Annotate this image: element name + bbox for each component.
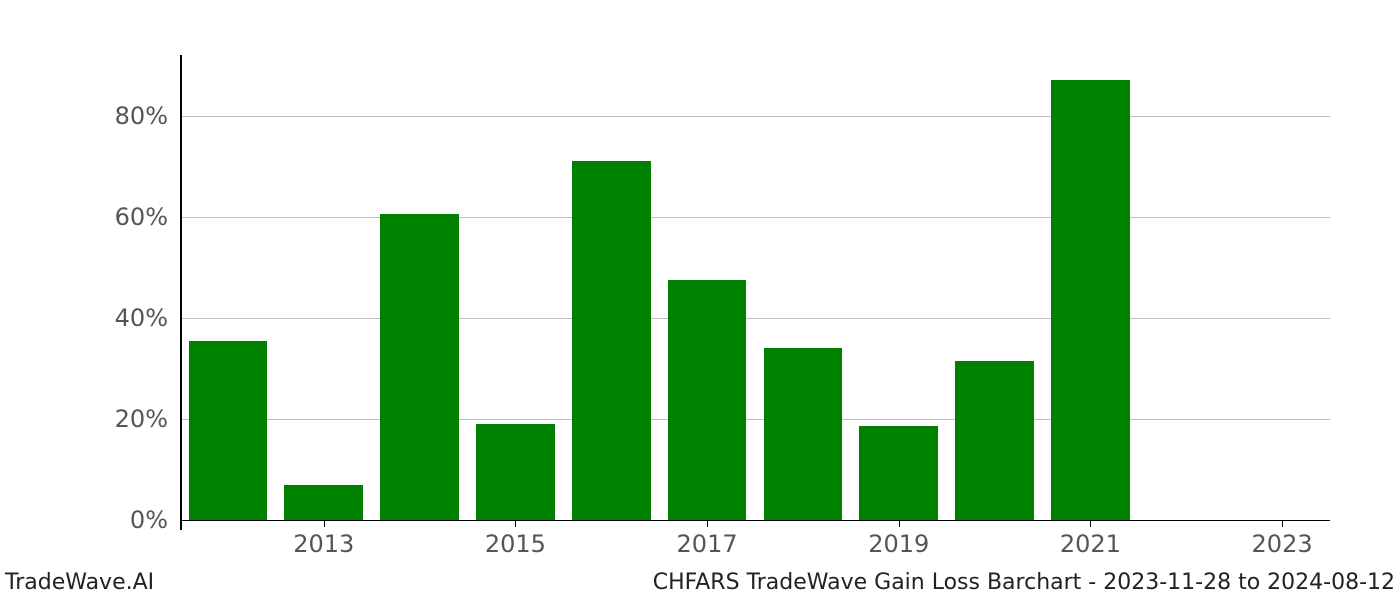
gridline (180, 116, 1330, 117)
y-tick-label: 80% (115, 102, 168, 130)
bar (189, 341, 268, 520)
y-tick-label: 20% (115, 405, 168, 433)
x-tick-mark (1090, 520, 1091, 527)
footer-source-label: TradeWave.AI (5, 570, 154, 595)
y-tick-label: 40% (115, 304, 168, 332)
x-tick-mark (707, 520, 708, 527)
plot-area (180, 55, 1330, 530)
gridline (180, 217, 1330, 218)
x-tick-label: 2017 (677, 530, 738, 558)
footer-title-label: CHFARS TradeWave Gain Loss Barchart - 20… (653, 570, 1395, 595)
bar (668, 280, 747, 520)
bar (572, 161, 651, 520)
x-tick-label: 2019 (868, 530, 929, 558)
bar (284, 485, 363, 520)
x-tick-label: 2013 (293, 530, 354, 558)
y-tick-label: 60% (115, 203, 168, 231)
bar (476, 424, 555, 520)
x-tick-mark (324, 520, 325, 527)
bar (1051, 80, 1130, 520)
bar (859, 426, 938, 519)
x-tick-label: 2021 (1060, 530, 1121, 558)
x-tick-label: 2015 (485, 530, 546, 558)
y-axis-line (180, 55, 182, 530)
x-tick-label: 2023 (1252, 530, 1313, 558)
x-tick-mark (899, 520, 900, 527)
x-tick-mark (515, 520, 516, 527)
x-axis-line (180, 520, 1330, 522)
bar (955, 361, 1034, 520)
x-tick-mark (1282, 520, 1283, 527)
gridline (180, 419, 1330, 420)
bar (764, 348, 843, 520)
bar (380, 214, 459, 520)
gridline (180, 318, 1330, 319)
y-tick-label: 0% (130, 506, 168, 534)
gain-loss-barchart: TradeWave.AI CHFARS TradeWave Gain Loss … (0, 0, 1400, 600)
